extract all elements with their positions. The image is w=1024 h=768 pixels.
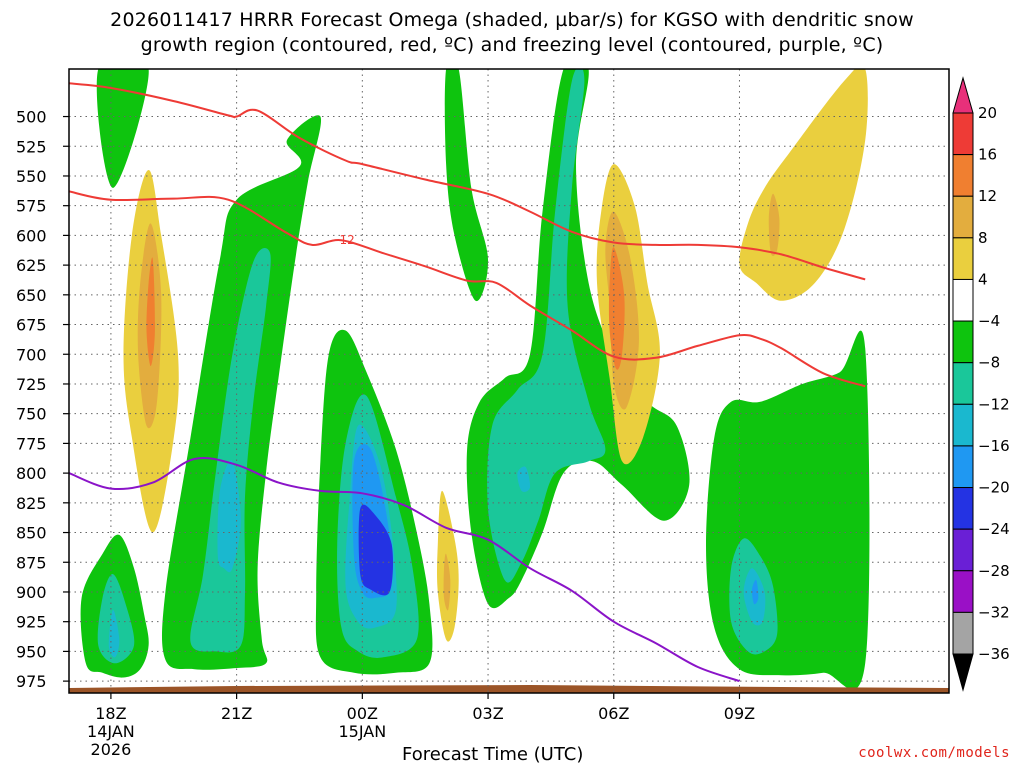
x-tick-label-06Z: 06Z: [598, 704, 629, 723]
temperature-contours: -12: [69, 82, 866, 683]
omega-region-24: [739, 69, 868, 301]
y-tick-label-750: 750: [16, 405, 47, 424]
colorbar-box-12: [952, 611, 974, 655]
x-axis-title: Forecast Time (UTC): [402, 744, 584, 765]
colorbar-label: −20: [978, 479, 1010, 497]
x-tick-label-09Z: 09Z: [724, 704, 755, 723]
colorbar-box-7: [952, 403, 974, 447]
y-tick-label-775: 775: [16, 434, 47, 453]
y-tick-label-875: 875: [16, 553, 47, 572]
ground-surface: [69, 685, 949, 693]
omega-region-19: [487, 69, 606, 583]
y-tick-label-800: 800: [16, 464, 47, 483]
x-tick-label-18Z: 18Z: [95, 704, 126, 723]
colorbar-label: −28: [978, 562, 1010, 580]
ground-terrain: [69, 685, 949, 693]
plot-frame: [68, 68, 950, 694]
title-line-2: growth region (contoured, red, ºC) and f…: [140, 34, 884, 56]
colorbar-box-0: [952, 112, 974, 156]
colorbar-box-11: [952, 570, 974, 613]
colorbar-box-8: [952, 445, 974, 489]
omega-region-15: [444, 69, 489, 301]
omega-region-8: [190, 248, 271, 653]
y-tick-label-600: 600: [16, 226, 47, 245]
colorbar-box-2: [952, 195, 974, 239]
omega-region-3: [146, 257, 155, 367]
y-tick-label-850: 850: [16, 524, 47, 543]
colorbar-label: −12: [978, 395, 1010, 413]
omega-region-9: [217, 460, 241, 573]
colorbar-box-6: [952, 362, 974, 405]
colorbar-label: 8: [978, 229, 988, 247]
y-tick-label-650: 650: [16, 286, 47, 305]
y-tick-label-700: 700: [16, 345, 47, 364]
colorbar-box-10: [952, 528, 974, 572]
snow-growth-contour-0: [69, 82, 866, 281]
omega-shading: [80, 69, 870, 690]
y-tick-label-675: 675: [16, 316, 47, 335]
y-tick-label-500: 500: [16, 108, 47, 127]
snow-growth-contour-1: [69, 190, 866, 388]
omega-region-26: [706, 330, 870, 690]
omega-region-29: [751, 579, 759, 605]
grid-lines: [69, 69, 949, 693]
colorbar-box-1: [952, 154, 974, 197]
y-tick-label-550: 550: [16, 167, 47, 186]
colorbar-label: 20: [978, 104, 997, 122]
colorbar-box-4: [952, 278, 974, 322]
colorbar-label: −4: [978, 312, 1000, 330]
freezing-level-contour: [69, 456, 740, 683]
y-tick-label-925: 925: [16, 613, 47, 632]
y-tick-label-725: 725: [16, 375, 47, 394]
x-tick-label-00Z: 00Z: [347, 704, 378, 723]
chart-title: 2026011417 HRRR Forecast Omega (shaded, …: [0, 8, 1024, 58]
colorbar-box-3: [952, 237, 974, 280]
y-tick-label-950: 950: [16, 642, 47, 661]
contour-label: -12: [335, 233, 355, 247]
y-axis: 500 525 550 575 600 625 650 675 700 725 750 775 800 8…: [16, 108, 69, 691]
title-line-1: 2026011417 HRRR Forecast Omega (shaded, …: [110, 9, 914, 31]
omega-region-14: [358, 504, 394, 596]
colorbar-label: 16: [978, 146, 997, 164]
omega-region-23: [608, 247, 625, 370]
colorbar-bottom-arrow: [952, 653, 974, 692]
y-tick-label-575: 575: [16, 197, 47, 216]
y-tick-label-625: 625: [16, 256, 47, 275]
colorbar-box-9: [952, 487, 974, 530]
y-tick-label-975: 975: [16, 672, 47, 691]
omega-region-6: [108, 609, 120, 658]
colorbar-label: −24: [978, 520, 1010, 538]
omega-region-25: [768, 193, 780, 257]
colorbar-label: −16: [978, 437, 1010, 455]
colorbar-label: 4: [978, 270, 988, 288]
x-year-label: 2026: [91, 740, 132, 759]
x-tick-label-03Z: 03Z: [472, 704, 503, 723]
y-tick-label-825: 825: [16, 494, 47, 513]
colorbar-label: −8: [978, 354, 1000, 372]
omega-region-0: [96, 69, 149, 188]
credit-text: coolwx.com/models: [858, 745, 1010, 761]
x-date-label: 14JAN: [87, 722, 135, 741]
y-tick-label-900: 900: [16, 583, 47, 602]
colorbar-label: 12: [978, 187, 997, 205]
colorbar-label: −36: [978, 645, 1010, 663]
y-tick-label-525: 525: [16, 137, 47, 156]
x-tick-label-21Z: 21Z: [221, 704, 252, 723]
x-date-label: 15JAN: [338, 722, 386, 741]
colorbar: 20 16 12 8 4 −4 −8 −12 −16 −20 −24 −28 −32 −36: [952, 76, 1010, 692]
colorbar-box-5: [952, 320, 974, 364]
colorbar-label: −32: [978, 603, 1010, 621]
colorbar-top-arrow: [952, 76, 974, 114]
omega-region-17: [443, 553, 451, 611]
